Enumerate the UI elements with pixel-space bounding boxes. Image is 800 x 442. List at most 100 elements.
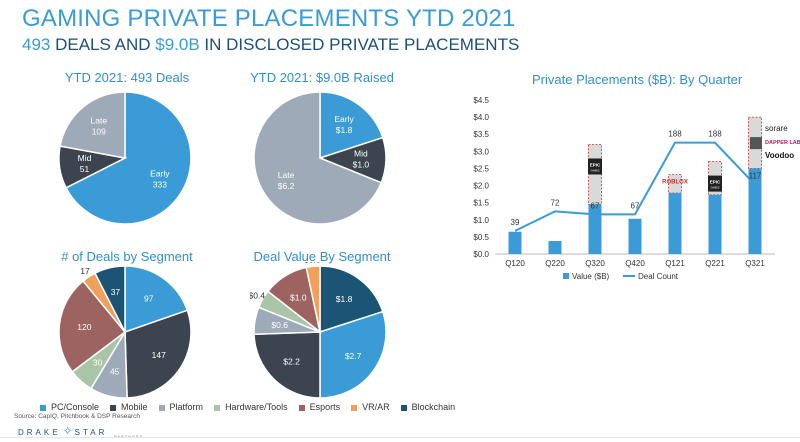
segment-legend: PC/Console Mobile Platform Hardware/Tools Es…: [40, 402, 466, 412]
y-tick-label: $2.5: [473, 164, 489, 173]
legend-label: PC/Console: [51, 402, 100, 412]
subtitle-text-1: DEALS AND: [50, 35, 156, 54]
pie-value: $1.8: [336, 125, 353, 135]
legend-swatch: [400, 404, 407, 411]
pie-title-segment-deals: # of Deals by Segment: [61, 249, 193, 264]
legend-item-blockchain: Blockchain: [400, 402, 456, 412]
legend-swatch: [158, 404, 165, 411]
pie-value: $1.8: [336, 294, 353, 304]
pie-slice-late: [253, 91, 383, 225]
pie-value: 30: [93, 357, 103, 367]
pie-value: $1.0: [353, 159, 370, 169]
pie-label: Late: [278, 170, 295, 180]
page-title: GAMING PRIVATE PLACEMENTS YTD 2021: [22, 5, 516, 32]
bar-q221: [708, 194, 722, 254]
legend-swatch: [298, 404, 305, 411]
legend-label: Hardware/Tools: [225, 402, 288, 412]
pie-slice-mobile: [253, 331, 321, 399]
legend-label: Blockchain: [411, 402, 456, 412]
logo-text-left: DRAKE: [18, 428, 61, 437]
bar-q220: [548, 240, 562, 254]
pie-value: 51: [80, 164, 90, 174]
epic-games-logo: [708, 175, 722, 192]
bar-q320: [588, 204, 602, 254]
y-tick-label: $3.5: [473, 130, 489, 139]
epic-games-logo-text: EPIC: [590, 162, 601, 167]
x-tick-label: Q220: [545, 259, 565, 268]
y-tick-label: $1.0: [473, 216, 489, 225]
pie-value: 17: [80, 266, 90, 276]
legend-label: Platform: [169, 402, 204, 412]
deal-count-label: 67: [591, 201, 600, 210]
pie-value: $0.3: [304, 262, 321, 264]
pie-title-deals: YTD 2021: 493 Deals: [64, 70, 190, 85]
deal-count-line: [514, 141, 756, 232]
legend-label-deal-count: Deal Count: [638, 272, 679, 281]
dapper-labs-logo: DAPPER LABS: [765, 140, 800, 146]
voodoo-logo: Voodoo: [765, 151, 794, 160]
legend-item-vr-ar: VR/AR: [351, 402, 390, 412]
pie-chart-segment-value: $1.8 $2.7 $2.2 $0.6 $0.4 $1.0 $0.3: [250, 262, 387, 399]
legend-item-esports: Esports: [298, 402, 341, 412]
pie-value: $2.2: [283, 356, 300, 366]
pie-value: 97: [144, 294, 154, 304]
epic-games-logo: [588, 158, 602, 175]
pie-value: 109: [92, 127, 106, 137]
pie-slice-mobile: [124, 309, 192, 399]
deal-count-label: 67: [631, 201, 640, 210]
pie-value: 45: [110, 367, 120, 377]
pie-slice-vr-ar: [305, 265, 321, 333]
bar-q420: [628, 218, 642, 254]
logo-text-right: STAR: [74, 428, 108, 437]
subtitle-text-2: IN DISCLOSED PRIVATE PLACEMENTS: [199, 35, 520, 54]
legend-label: Esports: [309, 402, 341, 412]
investee-logos: sorare DAPPER LABS Voodoo: [750, 124, 800, 160]
legend-item-hardware-tools: Hardware/Tools: [214, 402, 288, 412]
legend-swatch: [351, 404, 358, 411]
y-tick-label: $2.0: [473, 182, 489, 191]
pie-value: $1.0: [290, 292, 307, 302]
pie-chart-segment-deals: 97 147 45 30 120 17 37: [58, 265, 192, 399]
deal-count-highlight: 493: [22, 35, 51, 54]
pie-label: Mid: [354, 148, 368, 158]
epic-games-logo-subtext: GAMES: [590, 169, 599, 172]
deal-count-label: 39: [511, 218, 520, 227]
bar-q121: [668, 193, 682, 254]
legend-item-platform: Platform: [158, 402, 204, 412]
y-tick-label: $3.0: [473, 147, 489, 156]
y-tick-label: $4.0: [473, 113, 489, 122]
pie-value: $6.2: [278, 181, 295, 191]
roblox-logo: ROBLOX: [662, 180, 688, 186]
pie-slice-early: [319, 91, 384, 160]
legend-item-pc-console: PC/Console: [40, 402, 99, 412]
pie-value: 120: [77, 322, 91, 332]
legend-swatch: [214, 404, 221, 411]
pie-title-segment-value: Deal Value By Segment: [253, 249, 391, 264]
pie-slice-blockchain: [94, 265, 126, 333]
drake-star-logo: DRAKE✧STAR PARTNERS: [18, 424, 142, 439]
bar-q321: [748, 168, 762, 254]
deal-count-label: 117: [749, 172, 762, 181]
pie-value: $0.6: [271, 320, 288, 330]
x-tick-label: Q120: [505, 259, 525, 268]
pie-label: Late: [91, 116, 108, 126]
y-tick-label: $1.5: [473, 199, 489, 208]
x-tick-label: Q121: [665, 259, 685, 268]
page-subtitle: 493 DEALS AND $9.0B IN DISCLOSED PRIVATE…: [22, 35, 519, 55]
x-tick-label: Q221: [705, 259, 725, 268]
deal-count-label: 188: [708, 130, 722, 139]
epic-games-logo-text: EPIC: [710, 180, 721, 185]
sorare-logo: sorare: [765, 124, 788, 133]
deal-count-label: 188: [668, 130, 682, 139]
pie-value: 147: [152, 350, 166, 360]
legend-label: VR/AR: [362, 402, 390, 412]
callout-box: [668, 174, 682, 194]
legend-label: Mobile: [121, 402, 148, 412]
x-tick-label: Q320: [585, 259, 605, 268]
pie-value: 333: [153, 179, 167, 189]
pie-slice-pc-console: [319, 310, 387, 399]
pie-label: Early: [334, 114, 354, 124]
pie-label: Mid: [78, 153, 92, 163]
legend-swatch: [110, 404, 117, 411]
legend-swatch-value: [563, 273, 569, 279]
